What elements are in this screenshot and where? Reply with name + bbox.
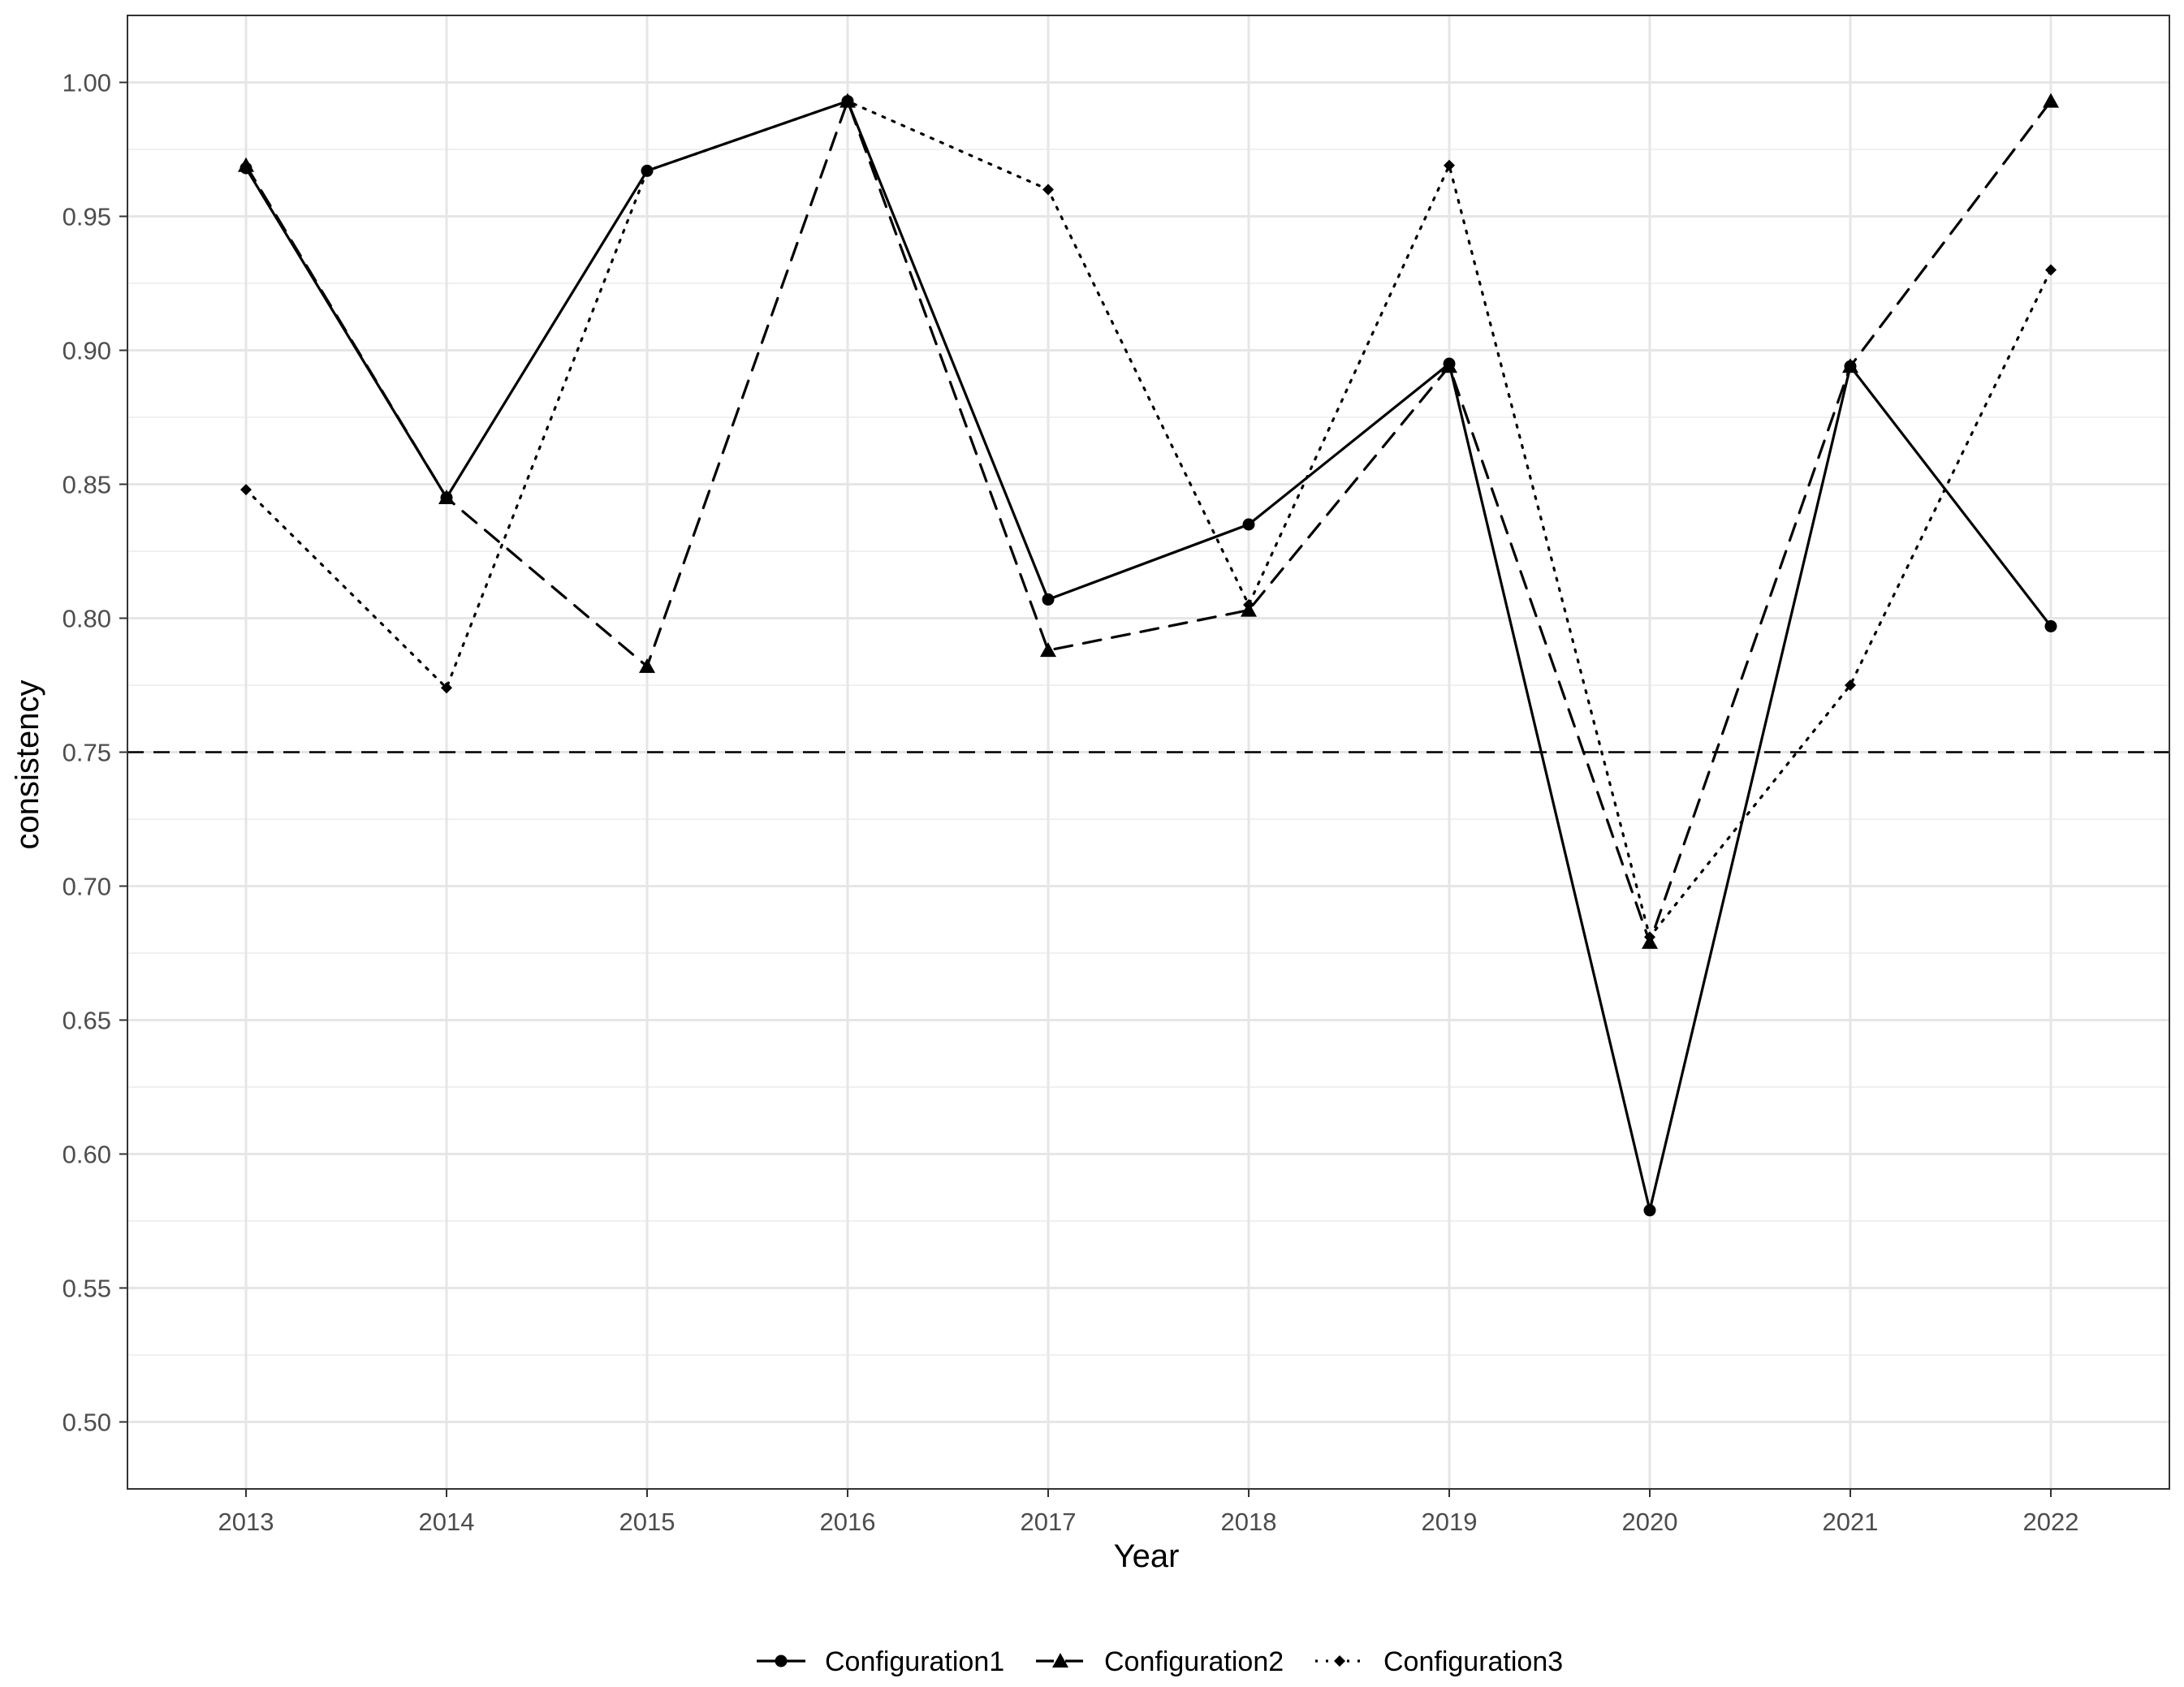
y-tick-label: 0.55 [63,1275,111,1303]
x-tick-label: 2017 [1021,1508,1077,1536]
legend-label: Configuration3 [1383,1646,1563,1677]
series-2 [238,93,2059,949]
x-tick-label: 2019 [1422,1508,1478,1536]
data-point [1444,159,1455,171]
data-point [1643,1204,1656,1217]
data-point [639,658,655,673]
series-layer [238,93,2059,1217]
legend: Configuration1 Configuration2 Configuratio… [757,1646,1563,1677]
y-tick-label: 0.90 [63,337,111,365]
x-tick-label: 2014 [419,1508,475,1536]
data-point [1242,518,1255,531]
y-axis-title: consistency [10,680,45,850]
x-tick-label: 2016 [820,1508,876,1536]
y-tick-label: 0.65 [63,1007,111,1035]
data-point [1441,358,1457,373]
data-point [2044,619,2057,632]
data-point [842,95,853,107]
x-axis-title: Year [1114,1538,1180,1574]
y-tick-label: 0.80 [63,605,111,633]
series-line-2 [244,99,2052,944]
data-point [1644,931,1655,943]
legend-item-2: Configuration2 [1036,1646,1284,1677]
axes: 0.50 0.55 0.60 0.65 0.70 0.75 0.80 0.85 0.90 0.95… [63,15,2170,1536]
legend-label: Configuration1 [825,1646,1004,1677]
data-point [1042,183,1054,196]
x-tick-label: 2018 [1221,1508,1277,1536]
y-tick-label: 0.70 [63,873,111,901]
y-tick-label: 0.75 [63,739,111,767]
legend-key-marker [1334,1655,1345,1667]
x-tick-label: 2013 [218,1508,274,1536]
x-tick-label: 2021 [1823,1508,1879,1536]
y-tick-label: 0.60 [63,1141,111,1169]
y-tick-label: 0.50 [63,1409,111,1437]
y-tick-label: 0.85 [63,471,111,499]
grid [127,15,2169,1489]
data-point [2045,264,2057,276]
series-line-3 [244,99,2052,938]
data-point [238,157,254,172]
data-point [2043,93,2059,108]
y-tick-label: 1.00 [63,69,111,97]
data-point [1842,358,1858,373]
data-point [1243,599,1254,611]
legend-item-3: Configuration3 [1315,1646,1563,1677]
legend-key-marker [1052,1653,1068,1668]
data-point [1040,642,1056,658]
data-point [641,165,653,177]
data-point [441,682,452,694]
data-point [240,484,252,496]
x-tick-label: 2022 [2023,1508,2079,1536]
series-3 [240,95,2057,943]
data-point [438,490,455,504]
data-point [1042,593,1055,606]
legend-item-1: Configuration1 [757,1646,1004,1677]
data-point [1845,680,1856,691]
legend-label: Configuration2 [1104,1646,1284,1677]
x-tick-label: 2020 [1622,1508,1678,1536]
legend-key-marker [775,1655,788,1668]
series-line-1 [244,99,2052,1212]
y-tick-label: 0.95 [63,203,111,231]
x-tick-label: 2015 [619,1508,675,1536]
